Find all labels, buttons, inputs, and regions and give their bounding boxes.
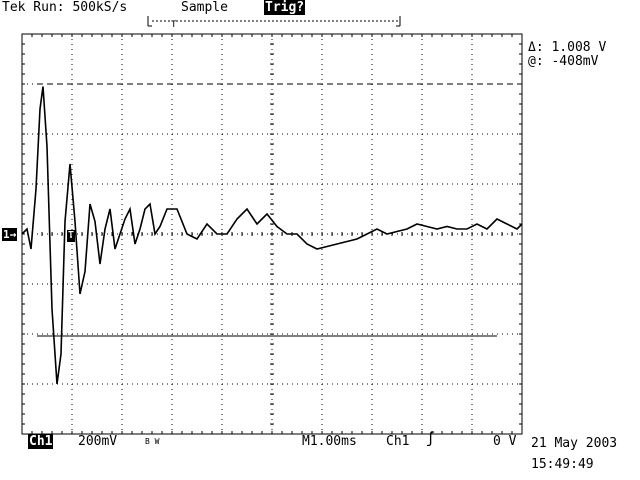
cursor-position-readout: @: -408mV	[528, 54, 599, 69]
trigger-state-badge: Trig?	[264, 0, 306, 15]
acquisition-mode: Sample	[181, 0, 228, 15]
channel-1-marker[interactable]: 1→	[2, 228, 18, 241]
record-view-bar: T	[147, 16, 401, 30]
timebase-readout: M1.00ms	[302, 434, 357, 449]
ch1-waveform-trace	[21, 86, 523, 385]
channel-label[interactable]: Ch1	[28, 434, 54, 449]
acquisition-status: Tek Run: 500kS/s	[2, 0, 128, 15]
record-trigger-marker: T	[171, 20, 177, 30]
trigger-source: Ch1	[386, 434, 410, 449]
volts-per-div: 200mV	[78, 434, 118, 449]
cursor-delta-readout: Δ: 1.008 V	[528, 40, 607, 55]
trigger-level: 0 V	[493, 434, 517, 449]
rising-edge-icon: ʃ	[426, 429, 436, 447]
capture-time: 15:49:49	[531, 457, 594, 472]
bandwidth-limit-icon: B W	[145, 437, 160, 446]
capture-date: 21 May 2003	[531, 436, 618, 451]
trigger-position-marker[interactable]: T	[67, 230, 76, 242]
